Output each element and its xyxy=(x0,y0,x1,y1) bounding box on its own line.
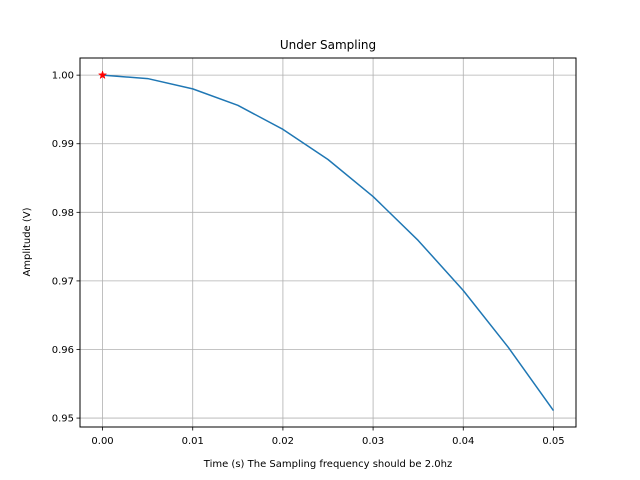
y-tick-label: 1.00 xyxy=(52,71,74,82)
y-axis-label: Amplitude (V) xyxy=(22,207,33,276)
grid xyxy=(80,58,576,427)
star-marker xyxy=(97,70,108,80)
x-tick-label: 0.01 xyxy=(182,436,204,447)
y-tick-label: 0.98 xyxy=(52,208,74,219)
x-axis-label: Time (s) The Sampling frequency should b… xyxy=(203,459,452,470)
y-tick-label: 0.96 xyxy=(52,345,74,356)
x-tick-label: 0.03 xyxy=(362,436,384,447)
x-tick-label: 0.00 xyxy=(91,436,113,447)
x-tick-label: 0.04 xyxy=(452,436,474,447)
plot-series xyxy=(97,70,555,411)
x-tick-label: 0.05 xyxy=(542,436,564,447)
y-tick-label: 0.97 xyxy=(52,276,74,287)
chart-title: Under Sampling xyxy=(280,38,376,52)
y-tick-label: 0.99 xyxy=(52,139,74,150)
plot-frame xyxy=(79,57,577,428)
axis-ticks: 0.00 0.01 0.02 0.03 0.04 0.05 0.95 0.96 0.97 0.98… xyxy=(52,71,565,447)
series-line xyxy=(102,74,555,411)
x-tick-label: 0.02 xyxy=(272,436,294,447)
y-tick-label: 0.95 xyxy=(52,414,74,425)
